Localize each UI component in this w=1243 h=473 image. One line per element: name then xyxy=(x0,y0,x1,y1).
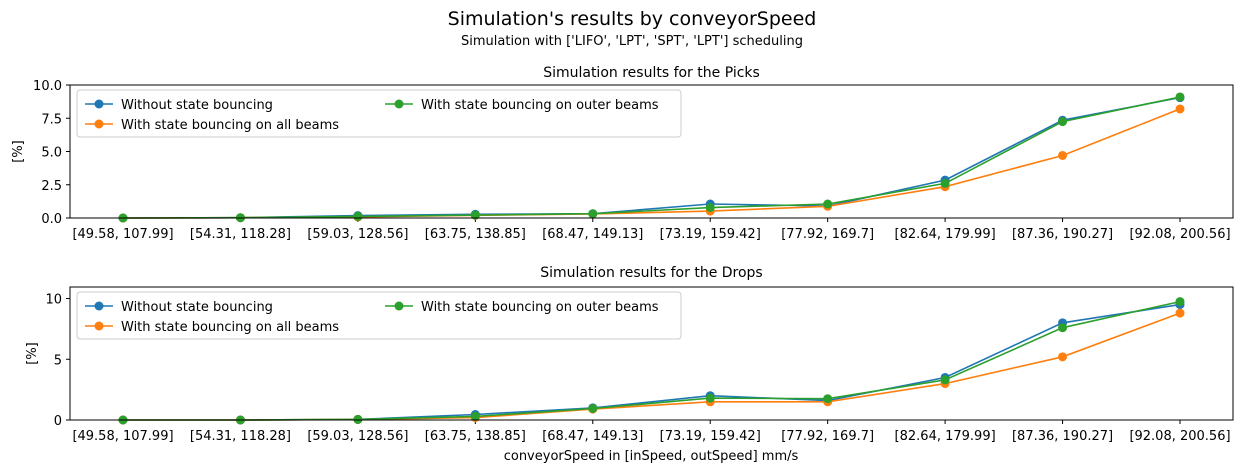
x-tick-label: [87.36, 190.27] xyxy=(1012,227,1113,242)
legend-entry: With state bouncing on outer beams xyxy=(385,98,659,113)
data-point xyxy=(353,414,363,424)
x-tick-label: [87.36, 190.27] xyxy=(1012,429,1113,444)
legend: Without state bouncing With state bouncin… xyxy=(76,89,682,138)
data-point xyxy=(705,203,715,213)
legend-marker xyxy=(394,301,404,311)
x-tick-label: [82.64, 179.99] xyxy=(895,429,996,444)
data-point xyxy=(1175,308,1185,318)
legend: Without state bouncing With state bouncin… xyxy=(76,291,682,340)
data-point xyxy=(940,375,950,385)
legend-marker xyxy=(94,99,104,109)
data-point xyxy=(588,403,598,413)
legend-box xyxy=(76,291,682,340)
x-tick-label: [49.58, 107.99] xyxy=(72,429,173,444)
y-tick-label: 10.0 xyxy=(33,79,62,94)
data-point xyxy=(1058,352,1068,362)
y-tick-label: 2.5 xyxy=(41,179,62,194)
x-axis-label: conveyorSpeed in [inSpeed, outSpeed] mm/… xyxy=(504,449,799,464)
legend-label: Without state bouncing xyxy=(121,98,273,113)
legend-label: With state bouncing on outer beams xyxy=(421,300,659,315)
panel-title: Simulation results for the Drops xyxy=(540,265,762,281)
x-tick-label: [63.75, 138.85] xyxy=(425,227,526,242)
x-tick-label: [77.92, 169.7] xyxy=(781,227,874,242)
data-point xyxy=(1058,117,1068,127)
y-tick-label: 5 xyxy=(54,353,62,368)
legend-marker xyxy=(94,321,104,331)
series-3 xyxy=(118,297,1185,425)
legend-entry: With state bouncing on outer beams xyxy=(385,300,659,315)
data-point xyxy=(1058,150,1068,160)
legend-entry: Without state bouncing xyxy=(85,98,273,113)
y-axis-label: [%] xyxy=(11,140,26,163)
legend-marker xyxy=(394,99,404,109)
data-point xyxy=(940,178,950,188)
legend-label: With state bouncing on all beams xyxy=(121,118,339,133)
legend-label: Without state bouncing xyxy=(121,300,273,315)
data-point xyxy=(823,199,833,209)
x-tick-label: [92.08, 200.56] xyxy=(1129,429,1230,444)
figure-subtitle: Simulation with ['LIFO', 'LPT', 'SPT', '… xyxy=(461,34,803,49)
figure-title: Simulation's results by conveyorSpeed xyxy=(448,8,817,30)
data-point xyxy=(1175,92,1185,102)
legend-entry: With state bouncing on all beams xyxy=(85,320,339,335)
x-tick-label: [77.92, 169.7] xyxy=(781,429,874,444)
data-point xyxy=(1175,297,1185,307)
x-tick-label: [68.47, 149.13] xyxy=(542,227,643,242)
y-tick-label: 0 xyxy=(54,414,62,429)
data-point xyxy=(1175,104,1185,114)
panel-title: Simulation results for the Picks xyxy=(543,65,760,81)
x-tick-label: [49.58, 107.99] xyxy=(72,227,173,242)
series-line xyxy=(122,96,1181,219)
chart-panel-1: Simulation results for the Picks [%] 0.0 2.… xyxy=(11,65,1234,242)
y-tick-label: 0.0 xyxy=(41,212,62,227)
legend-entry: Without state bouncing xyxy=(85,300,273,315)
legend-label: With state bouncing on all beams xyxy=(121,320,339,335)
plot-frame xyxy=(69,84,1234,219)
x-tick-label: [92.08, 200.56] xyxy=(1129,227,1230,242)
x-tick-label: [73.19, 159.42] xyxy=(660,429,761,444)
legend-label: With state bouncing on outer beams xyxy=(421,98,659,113)
data-point xyxy=(588,209,598,219)
chart-panel-2: Simulation results for the Drops [%] 0 5 10 [… xyxy=(25,265,1234,444)
x-tick-label: [68.47, 149.13] xyxy=(542,429,643,444)
legend-entry: With state bouncing on all beams xyxy=(85,118,339,133)
x-tick-label: [59.03, 128.56] xyxy=(307,429,408,444)
legend-marker xyxy=(94,119,104,129)
data-point xyxy=(470,411,480,421)
series-3 xyxy=(118,92,1185,223)
legend-marker xyxy=(94,301,104,311)
y-tick-label: 5.0 xyxy=(41,146,62,161)
y-axis-label: [%] xyxy=(25,342,40,365)
x-tick-label: [54.31, 118.28] xyxy=(190,227,291,242)
data-point xyxy=(705,393,715,403)
data-point xyxy=(353,211,363,221)
plot-frame xyxy=(69,286,1234,421)
x-tick-label: [59.03, 128.56] xyxy=(307,227,408,242)
data-point xyxy=(470,210,480,220)
x-tick-label: [54.31, 118.28] xyxy=(190,429,291,444)
data-point xyxy=(1058,323,1068,333)
y-tick-label: 10 xyxy=(45,293,62,308)
x-tick-label: [73.19, 159.42] xyxy=(660,227,761,242)
y-tick-label: 7.5 xyxy=(41,112,62,127)
data-point xyxy=(823,394,833,404)
legend-box xyxy=(76,89,682,138)
x-tick-label: [63.75, 138.85] xyxy=(425,429,526,444)
x-tick-label: [82.64, 179.99] xyxy=(895,227,996,242)
